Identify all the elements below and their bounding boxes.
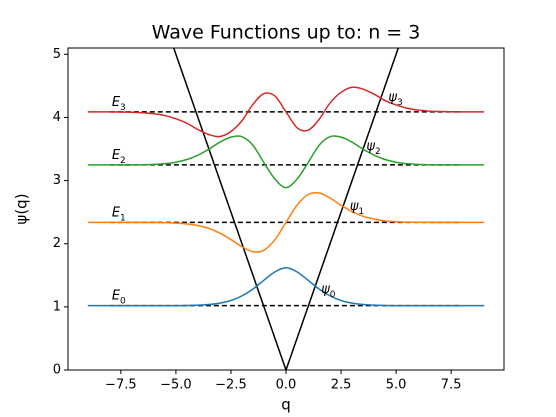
wave-label: ψ2 bbox=[366, 138, 380, 156]
energy-label-symbol: E bbox=[112, 288, 121, 303]
wave-label: ψ1 bbox=[350, 198, 364, 216]
wave-function-line bbox=[87, 135, 485, 189]
energy-label-symbol: E bbox=[112, 205, 121, 220]
energy-label-symbol: E bbox=[112, 94, 121, 109]
x-tick-label: 0.0 bbox=[276, 378, 297, 393]
energy-label: E0 bbox=[112, 288, 126, 306]
x-tick-label: −7.5 bbox=[105, 378, 137, 393]
y-tick-label: 4 bbox=[53, 110, 61, 125]
y-tick-label: 5 bbox=[53, 47, 61, 62]
y-tick-label: 0 bbox=[53, 363, 61, 378]
energy-label-sub: 2 bbox=[120, 155, 126, 165]
wave-function-line bbox=[87, 191, 485, 253]
wave-function-line bbox=[87, 267, 485, 307]
plot-area bbox=[87, 48, 485, 370]
wave-label: ψ0 bbox=[321, 282, 336, 300]
x-tick-label: 2.5 bbox=[331, 378, 352, 393]
x-tick-label: 5.0 bbox=[386, 378, 407, 393]
potential-line bbox=[172, 48, 400, 370]
x-tick-label: −2.5 bbox=[215, 378, 247, 393]
axes-frame bbox=[67, 47, 505, 371]
energy-label-symbol: E bbox=[112, 147, 121, 162]
wave-label-symbol: ψ bbox=[388, 90, 397, 105]
energy-label-sub: 1 bbox=[120, 213, 126, 223]
wave-label-symbol: ψ bbox=[350, 198, 359, 213]
y-tick-label: 1 bbox=[53, 299, 61, 314]
energy-label-sub: 0 bbox=[120, 296, 126, 306]
x-axis-label: q bbox=[281, 396, 291, 414]
chart-title: Wave Functions up to: n = 3 bbox=[152, 22, 421, 44]
wave-label-sub: 1 bbox=[358, 206, 364, 216]
x-tick-label: −5.0 bbox=[160, 378, 192, 393]
wave-label: ψ3 bbox=[388, 90, 402, 108]
y-tick-label: 2 bbox=[53, 236, 61, 251]
wave-function-line bbox=[87, 86, 485, 138]
y-axis-label: ψ(q) bbox=[13, 193, 31, 224]
wave-label-symbol: ψ bbox=[321, 282, 330, 297]
wave-label-sub: 3 bbox=[397, 98, 403, 108]
wave-label-sub: 2 bbox=[375, 146, 381, 156]
energy-label: E2 bbox=[112, 147, 126, 165]
energy-label: E3 bbox=[112, 94, 126, 112]
wave-label-symbol: ψ bbox=[366, 138, 375, 153]
y-tick-label: 3 bbox=[53, 173, 61, 188]
x-tick-label: 7.5 bbox=[441, 378, 462, 393]
energy-label: E1 bbox=[112, 205, 126, 223]
energy-label-sub: 3 bbox=[120, 102, 126, 112]
wave-label-sub: 0 bbox=[330, 290, 336, 300]
